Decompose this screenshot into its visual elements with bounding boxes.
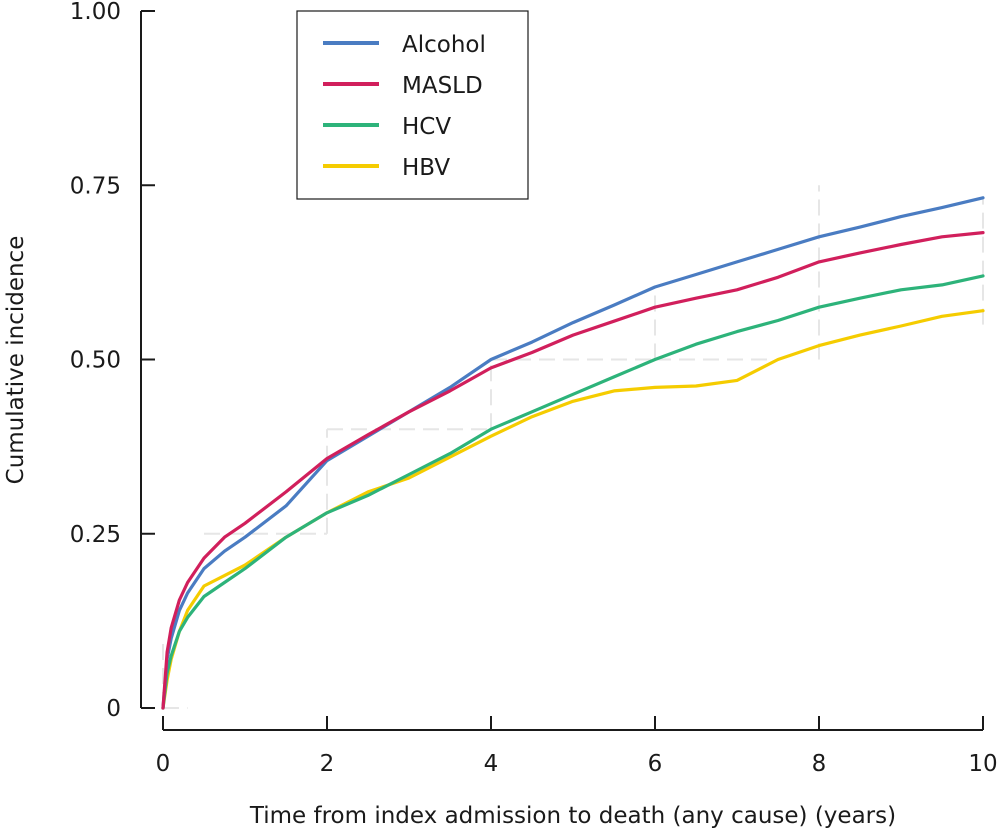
x-tick-label: 2 (320, 751, 335, 777)
y-tick-label: 1.00 (70, 0, 121, 25)
y-tick-label: 0.75 (70, 173, 121, 199)
x-tick-label: 8 (812, 751, 827, 777)
x-tick-label: 4 (484, 751, 499, 777)
series-layer (161, 196, 985, 710)
series-line-hbv (161, 309, 985, 710)
x-tick-label: 10 (968, 751, 997, 777)
series-line-hcv (161, 274, 985, 710)
x-tick-label: 6 (648, 751, 663, 777)
faint-guide-lines (162, 185, 984, 709)
y-tick-label: 0.50 (70, 348, 121, 374)
y-tick-label: 0.25 (70, 522, 121, 548)
legend-label: HBV (402, 155, 450, 181)
legend-label: Alcohol (402, 32, 486, 58)
y-axis-title: Cumulative incidence (3, 236, 29, 485)
series-line-alcohol (161, 196, 985, 710)
x-tick-label: 0 (156, 751, 171, 777)
y-tick-label: 0 (106, 696, 121, 722)
legend: Alcohol MASLD HCV HBV (296, 10, 529, 200)
x-ticks: 0 2 4 6 8 10 (156, 716, 998, 777)
legend-label: MASLD (402, 73, 483, 99)
legend-label: HCV (402, 114, 451, 140)
x-axis-title: Time from index admission to death (any … (249, 803, 896, 829)
y-ticks: 0 0.25 0.50 0.75 1.00 (70, 0, 155, 722)
series-line-masld (161, 231, 985, 710)
